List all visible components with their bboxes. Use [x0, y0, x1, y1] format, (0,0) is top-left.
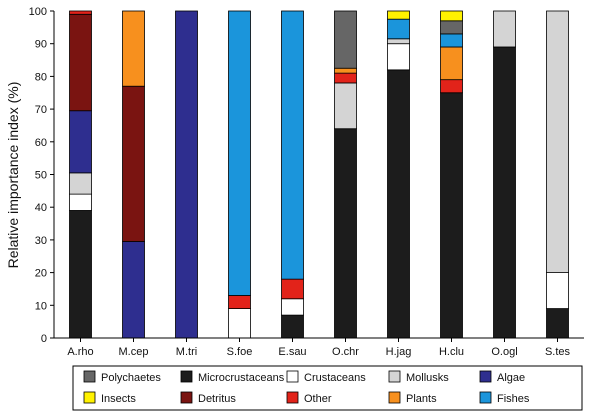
legend-label-polychaetes: Polychaetes	[101, 372, 161, 384]
bar-e-sau-other	[281, 278, 304, 300]
legend-label-crustaceans: Crustaceans	[304, 372, 366, 384]
bar-a-rho-detritus	[69, 13, 92, 112]
bar-h-jag-microcrustaceans	[387, 69, 410, 339]
bar-a-rho-mollusks	[69, 172, 92, 195]
y-tick-label-30: 30	[35, 235, 47, 247]
y-tick-label-80: 80	[35, 71, 47, 83]
y-tick-label-50: 50	[35, 170, 47, 182]
x-tick-label-h-jag: H.jag	[386, 346, 412, 358]
bar-stack-a-rho	[69, 10, 92, 339]
bar-o-chr-polychaetes	[334, 10, 357, 69]
bar-e-sau-microcrustaceans	[281, 314, 304, 339]
x-tick-label-o-chr: O.chr	[332, 346, 359, 358]
legend-label-other: Other	[304, 393, 332, 405]
legend-swatch-detritus	[180, 391, 193, 404]
bar-o-chr-mollusks	[334, 82, 357, 130]
y-tick-label-10: 10	[35, 300, 47, 312]
bar-h-clu-other	[440, 79, 463, 94]
bar-a-rho-algae	[69, 110, 92, 174]
bar-stack-m-cep	[122, 10, 145, 339]
bar-a-rho-microcrustaceans	[69, 210, 92, 339]
x-tick-label-m-tri: M.tri	[176, 346, 197, 358]
legend-swatch-plants	[388, 391, 401, 404]
legend-swatch-polychaetes	[83, 370, 96, 383]
x-tick-label-s-foe: S.foe	[227, 346, 253, 358]
bar-h-clu-insects	[440, 10, 463, 22]
legend-swatch-fishes	[479, 391, 492, 404]
y-tick-label-20: 20	[35, 268, 47, 280]
x-tick-label-s-tes: S.tes	[545, 346, 571, 358]
legend-label-fishes: Fishes	[497, 393, 530, 405]
y-tick-label-60: 60	[35, 137, 47, 149]
bar-o-chr-plants	[334, 67, 357, 74]
bar-s-foe-other	[228, 295, 251, 309]
legend-label-algae: Algae	[497, 372, 525, 384]
bar-s-tes-mollusks	[546, 10, 569, 274]
y-axis-ticks: 0 10 20 30 40 50 60 70 80 90 100	[29, 6, 54, 345]
bar-h-clu-plants	[440, 46, 463, 81]
y-tick-label-90: 90	[35, 39, 47, 51]
legend: Polychaetes Microcrustaceans Crustaceans Mo…	[72, 365, 583, 411]
bar-e-sau-fishes	[281, 10, 304, 280]
bar-h-jag-crustaceans	[387, 43, 410, 71]
x-axis-ticks: A.rho M.cep M.tri S.foe E.sau O.chr H.jag H.clu…	[67, 338, 571, 358]
legend-swatch-microcrustaceans	[180, 370, 193, 383]
bar-h-clu-microcrustaceans	[440, 92, 463, 339]
bar-h-jag-insects	[387, 10, 410, 20]
bar-o-ogl-mollusks	[493, 10, 516, 48]
bar-stack-o-chr	[334, 10, 357, 339]
bar-s-tes-microcrustaceans	[546, 308, 569, 339]
y-tick-label-0: 0	[41, 333, 47, 345]
bar-stack-s-tes	[546, 10, 569, 339]
legend-label-microcrustaceans: Microcrustaceans	[198, 372, 285, 384]
y-axis-title: Relative importance index (%)	[5, 82, 21, 269]
y-tick-label-100: 100	[29, 6, 47, 18]
bar-m-cep-detritus	[122, 85, 145, 242]
bar-stack-s-foe	[228, 10, 251, 339]
bar-m-cep-algae	[122, 241, 145, 339]
bar-h-jag-mollusks	[387, 38, 410, 45]
bar-o-ogl-microcrustaceans	[493, 46, 516, 339]
x-tick-label-e-sau: E.sau	[278, 346, 306, 358]
bar-stack-e-sau	[281, 10, 304, 339]
x-tick-label-o-ogl: O.ogl	[491, 346, 517, 358]
bar-m-cep-plants	[122, 10, 145, 87]
bar-o-chr-microcrustaceans	[334, 128, 357, 339]
bar-stack-o-ogl	[493, 10, 516, 339]
bar-o-chr-other	[334, 72, 357, 84]
bar-h-jag-fishes	[387, 18, 410, 40]
x-tick-label-m-cep: M.cep	[119, 346, 149, 358]
bar-m-tri-algae	[175, 10, 198, 339]
legend-swatch-insects	[83, 391, 96, 404]
bar-a-rho-crustaceans	[69, 193, 92, 211]
y-tick-label-70: 70	[35, 104, 47, 116]
bar-stack-h-clu	[440, 10, 463, 339]
bar-h-clu-polychaetes	[440, 20, 463, 35]
y-tick-label-40: 40	[35, 202, 47, 214]
legend-swatch-crustaceans	[286, 370, 299, 383]
bar-e-sau-crustaceans	[281, 298, 304, 316]
bar-stack-h-jag	[387, 10, 410, 339]
bar-s-foe-crustaceans	[228, 308, 251, 339]
bar-s-foe-fishes	[228, 10, 251, 296]
legend-label-detritus: Detritus	[198, 393, 236, 405]
bar-a-rho-other	[69, 10, 92, 15]
x-tick-label-a-rho: A.rho	[67, 346, 93, 358]
bar-s-tes-crustaceans	[546, 272, 569, 309]
legend-label-mollusks: Mollusks	[406, 372, 449, 384]
legend-label-plants: Plants	[406, 393, 437, 405]
legend-swatch-mollusks	[388, 370, 401, 383]
bar-stacks	[69, 10, 569, 339]
legend-box	[72, 365, 583, 411]
legend-swatch-algae	[479, 370, 492, 383]
legend-swatch-other	[286, 391, 299, 404]
bar-h-clu-fishes	[440, 33, 463, 48]
bar-stack-m-tri	[175, 10, 198, 339]
legend-label-insects: Insects	[101, 393, 136, 405]
x-tick-label-h-clu: H.clu	[439, 346, 464, 358]
